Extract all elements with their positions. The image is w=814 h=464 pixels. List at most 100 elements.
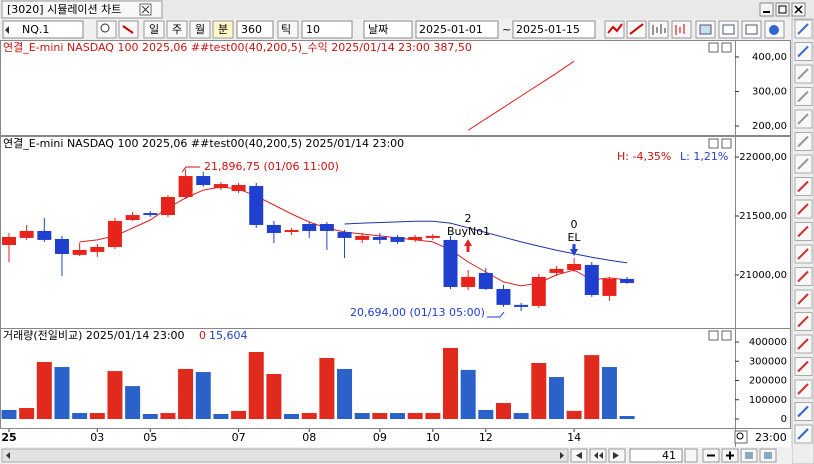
tool-icon <box>797 315 809 328</box>
volume-bar <box>337 368 353 420</box>
volume-bar <box>284 413 300 420</box>
signal-count: 0 <box>571 218 578 231</box>
pane-button[interactable] <box>721 330 732 341</box>
y-tick-label: 300,00 <box>752 86 787 97</box>
volume-bar <box>407 413 423 420</box>
stat-low: L: 1,21% <box>680 150 728 163</box>
volume-bar <box>390 413 406 420</box>
start-input[interactable] <box>415 20 499 39</box>
prev-icon <box>5 26 9 34</box>
zoom-buttons <box>684 448 777 463</box>
candle-body <box>478 272 493 289</box>
spin-button[interactable] <box>684 448 698 463</box>
period-button[interactable] <box>143 20 165 39</box>
candle-body <box>302 224 317 231</box>
candle-body <box>355 235 370 240</box>
symbol-input[interactable] <box>2 20 84 39</box>
tool-icon <box>797 360 809 373</box>
y-tick-label: 21000,00 <box>739 270 787 281</box>
exit-arrow <box>570 244 578 256</box>
candle-body <box>143 213 158 216</box>
volume-bar <box>495 403 511 420</box>
tool-icon <box>797 225 809 238</box>
volume-bar <box>566 410 582 420</box>
max-button[interactable] <box>775 2 790 17</box>
interval: 360 <box>241 23 262 36</box>
volume-bar <box>213 413 229 420</box>
cursor-time: 23:00 <box>755 431 787 444</box>
candle-body <box>19 230 34 238</box>
period-button[interactable] <box>189 20 211 39</box>
tool-icon <box>797 113 809 125</box>
candle-body <box>125 215 140 221</box>
volume-bar <box>19 408 35 420</box>
zoom-input[interactable] <box>629 448 683 463</box>
range-sep: ~ <box>502 23 511 36</box>
annotation-arrow <box>487 311 505 318</box>
candle-body <box>567 263 582 270</box>
candle-body <box>372 236 387 240</box>
window-buttons <box>759 2 806 17</box>
volume-bar <box>584 355 600 420</box>
x-tick-label: 09 <box>373 431 387 444</box>
stat-high: H: -4,35% <box>617 150 671 163</box>
period-button[interactable] <box>212 20 234 39</box>
candle-body <box>54 238 69 254</box>
tab[interactable] <box>1 0 163 19</box>
x-axis <box>1 429 735 447</box>
period-button[interactable] <box>166 20 188 39</box>
scroll-track[interactable] <box>1 448 569 463</box>
min-button[interactable] <box>759 2 774 17</box>
x-tick-label: 10 <box>426 431 440 444</box>
volume-bar <box>178 368 194 420</box>
tool-icon <box>797 270 809 283</box>
date-mode[interactable] <box>363 20 413 39</box>
candle-body <box>390 236 405 242</box>
candle-body <box>107 220 122 248</box>
end-input[interactable] <box>512 20 596 39</box>
sidebar-tools <box>794 19 813 444</box>
volume-bar <box>1 409 17 420</box>
candle-body <box>90 247 105 252</box>
search-button[interactable] <box>96 20 117 39</box>
tool-icon <box>797 248 809 260</box>
symbol: NQ.1 <box>22 23 49 36</box>
pane-button[interactable] <box>721 42 732 53</box>
zoom-icon <box>736 432 744 440</box>
tool-icon <box>797 203 809 215</box>
candle-body <box>249 186 264 225</box>
tick-input[interactable] <box>301 20 353 39</box>
pane-button[interactable] <box>708 330 719 341</box>
interval-input[interactable] <box>236 20 274 39</box>
pane-button[interactable] <box>708 138 719 149</box>
volume-bar <box>531 362 547 420</box>
x-tick-label: 08 <box>302 431 316 444</box>
search-icon <box>100 23 110 33</box>
candle-body <box>496 288 511 305</box>
tick-button[interactable] <box>277 20 299 39</box>
candle-body <box>425 235 440 238</box>
icon-button[interactable] <box>671 20 692 39</box>
candle-body <box>178 176 193 198</box>
annotation-arrow <box>181 166 200 173</box>
x-tick-label: 05 <box>143 431 157 444</box>
y-tick-label: 21500,00 <box>739 211 787 222</box>
candle-body <box>602 278 617 296</box>
icon-button[interactable] <box>648 20 669 39</box>
candle-body <box>319 224 334 231</box>
y-tick-label: 400,00 <box>752 52 787 63</box>
tool-icon <box>797 405 809 418</box>
volume-bar <box>425 413 441 420</box>
y-tick-label: 22000,00 <box>739 152 787 163</box>
volume-bar <box>460 369 476 420</box>
pane-button[interactable] <box>721 138 732 149</box>
pane-button[interactable] <box>708 42 719 53</box>
end-date: 2025-01-15 <box>516 23 580 36</box>
period-label: 분 <box>218 23 228 36</box>
signal-name: EL <box>567 231 581 244</box>
candle-body <box>72 249 87 255</box>
pane-buttons <box>708 42 732 341</box>
x-tick-label: 14 <box>567 431 581 444</box>
